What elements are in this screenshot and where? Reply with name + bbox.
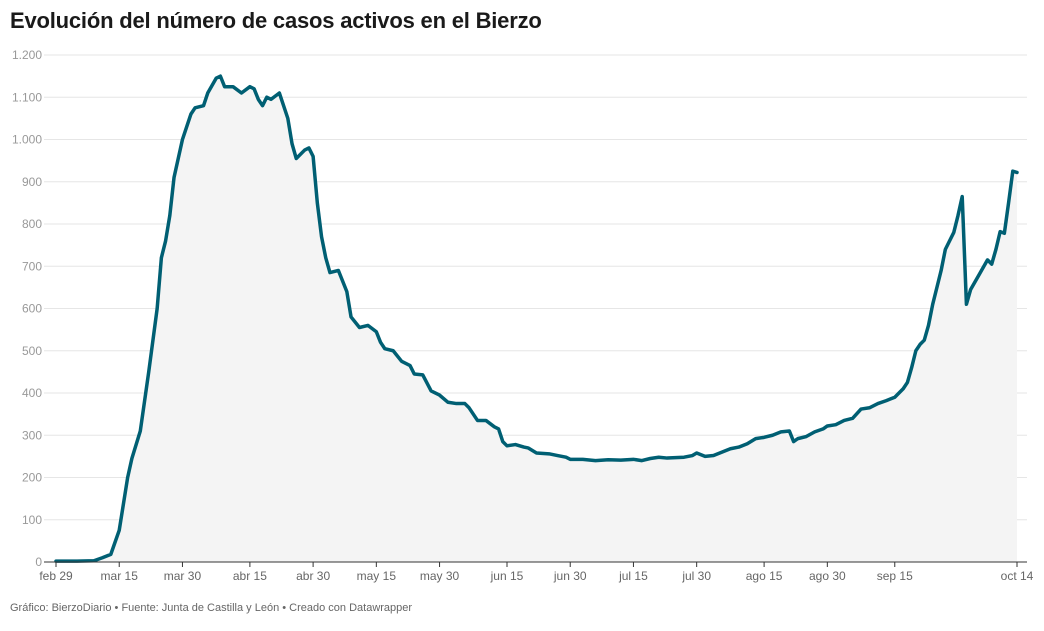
x-tick-label: abr 30 bbox=[296, 569, 330, 583]
y-tick-label: 700 bbox=[22, 259, 42, 273]
y-tick-label: 400 bbox=[22, 386, 42, 400]
x-tick-label: jul 30 bbox=[681, 569, 711, 583]
x-tick-label: oct 14 bbox=[1001, 569, 1034, 583]
series-line bbox=[54, 74, 1019, 563]
x-tick-label: sep 15 bbox=[877, 569, 913, 583]
y-axis-ticks: 0 100 200 300 400 500 600 700 800 900 1.000 1.100 1.… bbox=[12, 48, 42, 569]
area-fill bbox=[56, 76, 1017, 562]
x-tick-label: ago 15 bbox=[746, 569, 783, 583]
x-axis-ticks: feb 29 mar 15 mar 30 abr 15 abr 30 may 15 may … bbox=[39, 562, 1034, 583]
x-tick-label: jul 15 bbox=[618, 569, 648, 583]
x-tick-label: feb 29 bbox=[39, 569, 73, 583]
x-tick-label: mar 15 bbox=[101, 569, 139, 583]
x-tick-label: abr 15 bbox=[233, 569, 267, 583]
y-tick-label: 100 bbox=[22, 513, 42, 527]
y-tick-label: 200 bbox=[22, 471, 42, 485]
chart: 0 100 200 300 400 500 600 700 800 900 1.000 1.100 1.… bbox=[12, 48, 1034, 583]
y-tick-label: 1.200 bbox=[12, 48, 42, 62]
y-tick-label: 900 bbox=[22, 175, 42, 189]
y-tick-label: 800 bbox=[22, 217, 42, 231]
x-tick-label: mar 30 bbox=[164, 569, 202, 583]
x-tick-label: jun 30 bbox=[553, 569, 587, 583]
y-tick-label: 500 bbox=[22, 344, 42, 358]
y-tick-label: 300 bbox=[22, 428, 42, 442]
chart-title: Evolución del número de casos activos en… bbox=[10, 8, 542, 33]
x-tick-label: may 30 bbox=[420, 569, 460, 583]
footer-credit: Gráfico: BierzoDiario • Fuente: Junta de… bbox=[10, 602, 413, 614]
x-tick-label: ago 30 bbox=[809, 569, 846, 583]
y-tick-label: 0 bbox=[35, 555, 42, 569]
x-tick-label: may 15 bbox=[357, 569, 397, 583]
y-tick-label: 600 bbox=[22, 302, 42, 316]
x-tick-label: jun 15 bbox=[490, 569, 524, 583]
y-tick-label: 1.000 bbox=[12, 133, 42, 147]
y-tick-label: 1.100 bbox=[12, 90, 42, 104]
